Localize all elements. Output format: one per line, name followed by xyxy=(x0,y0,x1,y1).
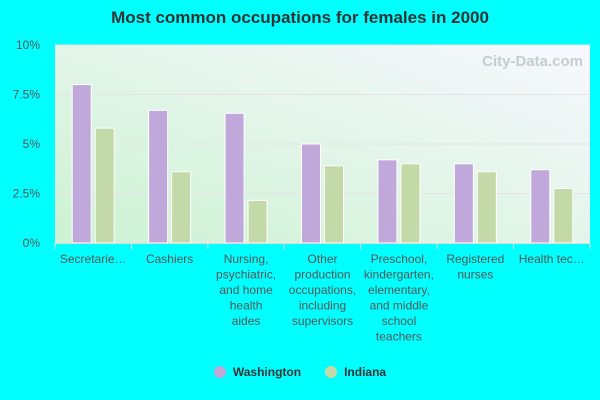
bar-washington[interactable] xyxy=(71,84,92,244)
legend-label: Washington xyxy=(232,365,302,379)
bar-indiana[interactable] xyxy=(94,127,115,244)
y-tick-label: 5% xyxy=(23,137,41,151)
legend-swatch xyxy=(325,366,338,378)
legend-item[interactable]: Indiana xyxy=(325,365,386,379)
y-tick-label: 7.5% xyxy=(13,88,41,102)
bar-indiana[interactable] xyxy=(324,165,344,244)
x-category-label: Nursing, psychiatric, and home health aides xyxy=(216,252,276,328)
chart-title: Most common occupations for females in 2… xyxy=(111,8,489,27)
bar-washington[interactable] xyxy=(224,112,245,244)
x-category-label: Cashiers xyxy=(146,252,193,266)
y-tick-label: 0% xyxy=(23,236,41,250)
x-category-label: Registered nurses xyxy=(446,252,504,282)
bar-indiana[interactable] xyxy=(553,188,574,244)
legend-label: Indiana xyxy=(344,365,387,379)
bar-indiana[interactable] xyxy=(171,171,192,244)
legend-swatch xyxy=(213,366,226,378)
bar-washington[interactable] xyxy=(530,169,551,244)
bar-washington[interactable] xyxy=(301,143,321,244)
legend-item[interactable]: Washington xyxy=(213,365,302,379)
x-category-label: Other production occupations, including supe… xyxy=(289,252,356,328)
bar-washington[interactable] xyxy=(148,109,169,244)
bar-indiana[interactable] xyxy=(247,199,268,244)
x-category-label: Health tec… xyxy=(519,252,585,266)
bar-indiana[interactable] xyxy=(476,171,497,244)
bar-indiana[interactable] xyxy=(400,163,421,244)
bar-washington[interactable] xyxy=(377,159,398,244)
watermark: City-Data.com xyxy=(482,53,583,70)
x-category-label: Preschool, kindergarten, elementary, and mi… xyxy=(364,252,434,344)
x-category-label: Secretarie… xyxy=(60,252,127,266)
y-tick-label: 10% xyxy=(16,38,40,52)
bar-washington[interactable] xyxy=(453,163,474,244)
y-tick-label: 2.5% xyxy=(13,187,41,201)
legend: Washington Indiana xyxy=(0,365,600,381)
